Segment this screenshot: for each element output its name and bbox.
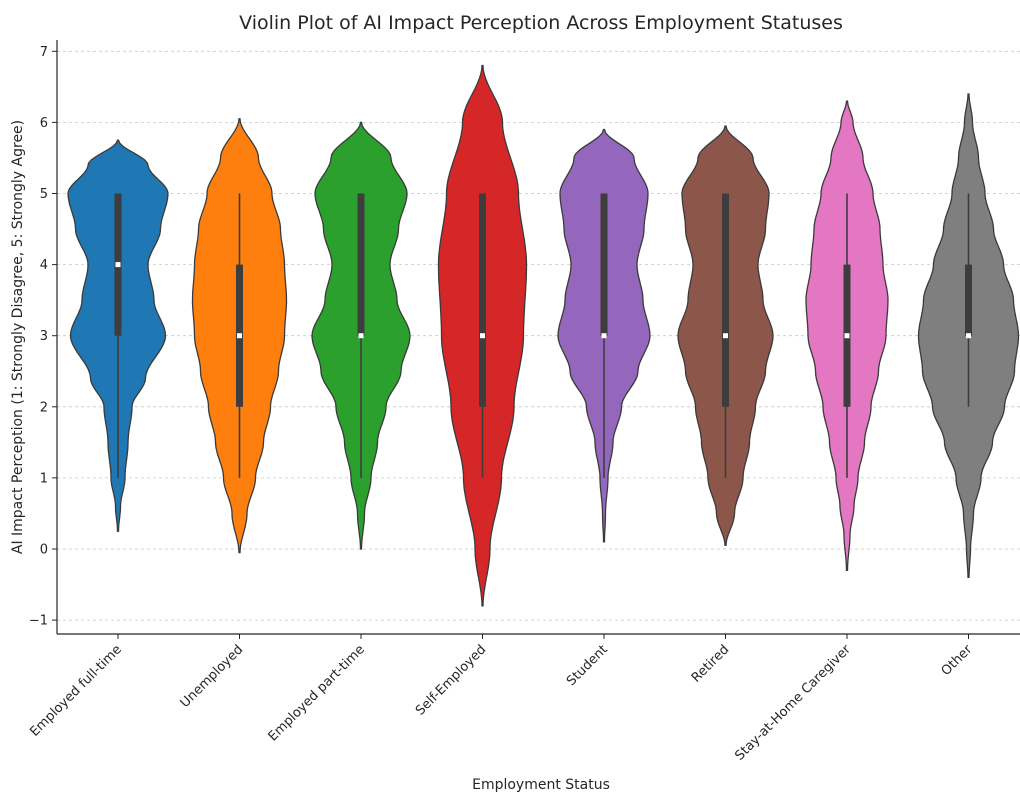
x-tick-label: Self-Employed [413, 642, 489, 718]
y-ticks: −1 0 1 2 3 4 5 6 7 [29, 45, 57, 629]
median-marker [723, 333, 728, 339]
median-marker [966, 333, 971, 339]
iqr-box [722, 193, 729, 407]
median-marker [358, 333, 364, 339]
iqr-box [479, 193, 486, 407]
y-tick-label: 3 [40, 329, 48, 344]
median-marker [480, 333, 485, 339]
x-tick-label: Stay-at-Home Caregiver [732, 642, 854, 764]
y-tick-label: 1 [40, 471, 48, 486]
y-tick-label: 5 [40, 187, 48, 202]
x-tick-label: Other [939, 642, 976, 679]
median-marker [601, 333, 607, 339]
axes [56, 40, 1020, 635]
median-marker [844, 333, 850, 339]
y-tick-label: 7 [40, 45, 48, 60]
x-tick-label: Employed full-time [27, 642, 124, 739]
x-tick-label: Retired [689, 642, 732, 685]
iqr-box [600, 193, 608, 336]
y-tick-label: 4 [40, 258, 48, 273]
y-axis-label: AI Impact Perception (1: Strongly Disagr… [10, 120, 26, 554]
median-marker [237, 333, 242, 339]
x-tick-label: Student [564, 642, 611, 689]
x-tick-label: Unemployed [178, 642, 247, 711]
x-ticks: Employed full-time Unemployed Employed par… [27, 634, 976, 764]
y-tick-label: 2 [40, 400, 48, 415]
y-tick-label: −1 [29, 614, 48, 629]
x-axis-label: Employment Status [472, 777, 610, 793]
grid-lines [57, 50, 1020, 621]
iqr-box [965, 264, 972, 336]
y-tick-label: 0 [40, 543, 48, 558]
median-marker [115, 262, 121, 268]
chart-title: Violin Plot of AI Impact Perception Acro… [239, 12, 843, 34]
iqr-box [357, 193, 365, 336]
x-tick-label: Employed part-time [266, 642, 368, 744]
box-plots [114, 193, 972, 478]
y-tick-label: 6 [40, 116, 48, 131]
